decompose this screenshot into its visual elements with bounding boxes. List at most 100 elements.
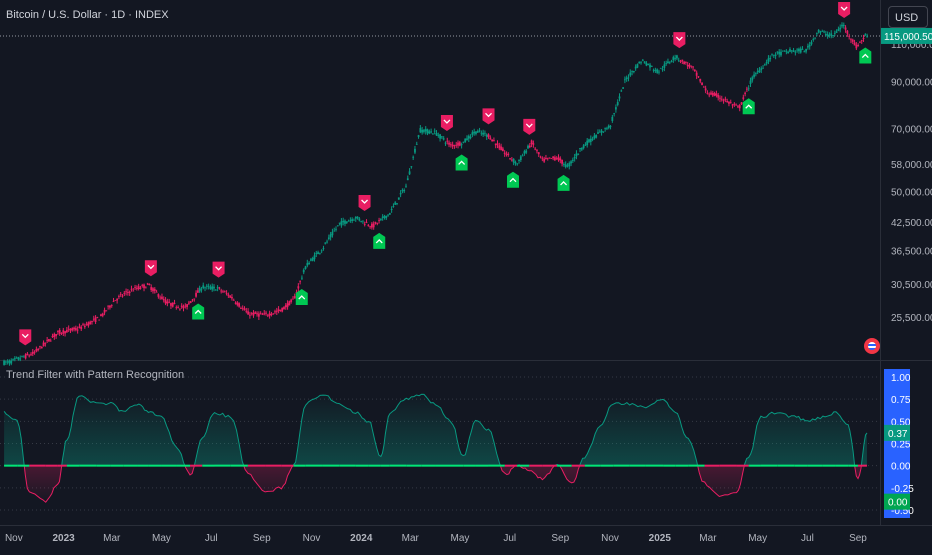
candle-body — [367, 225, 370, 227]
buy-signal-marker[interactable] — [859, 47, 872, 64]
candle-body — [408, 171, 411, 175]
indicator-axis[interactable]: 1.00 0.75 0.50 0.25 0.00 -0.25 -0.50 0.37 0.00 — [884, 369, 914, 518]
candle-body — [776, 51, 779, 53]
candle-body — [116, 298, 119, 301]
price-axis[interactable]: 110,000.00 90,000.00 70,000.00 58,000.00 50,… — [881, 27, 932, 324]
candle-body — [331, 231, 334, 236]
candle-body — [132, 290, 135, 292]
candle-body — [135, 288, 138, 290]
buy-signal-marker[interactable] — [557, 174, 570, 191]
candle-body — [471, 132, 474, 135]
threshold-value-badge: 0.00 — [884, 493, 910, 510]
symbol-title[interactable]: Bitcoin / U.S. Dollar · 1D · INDEX — [6, 9, 169, 21]
sell-signal-marker[interactable] — [144, 260, 157, 277]
candle-body — [536, 150, 538, 152]
candle-body — [799, 48, 802, 53]
candle-body — [729, 102, 732, 104]
candle-body — [22, 356, 25, 358]
sell-signal-marker[interactable] — [482, 108, 495, 125]
candle-body — [550, 158, 553, 160]
candle-body — [123, 293, 126, 294]
candle-body — [523, 151, 526, 154]
buy-signal-marker[interactable] — [192, 303, 205, 320]
candle-body — [597, 132, 599, 134]
candle-body — [789, 49, 791, 52]
candle-body — [659, 67, 662, 69]
chevron-down-icon — [675, 36, 683, 42]
candle-body — [170, 303, 172, 306]
candle-body — [412, 156, 415, 158]
candle-body — [623, 79, 626, 81]
candle-body — [485, 134, 488, 137]
buy-signal-marker[interactable] — [506, 171, 519, 188]
candle-body — [821, 31, 824, 32]
candle-body — [798, 48, 800, 52]
candle-body — [439, 134, 441, 139]
buy-marker-shape — [742, 98, 755, 115]
candle-body — [388, 213, 391, 215]
sell-signal-marker[interactable] — [673, 32, 686, 49]
candle-body — [256, 313, 258, 315]
time-axis[interactable]: Nov 2023 Mar May Jul Sep Nov 2024 Mar May Jul Sep No… — [5, 533, 867, 544]
time-axis-label: May — [748, 533, 767, 544]
candle-body — [792, 50, 795, 52]
candle-body — [118, 296, 120, 297]
candle-body — [189, 301, 192, 303]
candle-body — [817, 30, 820, 33]
chevron-down-icon — [361, 199, 369, 204]
price-pane[interactable] — [0, 2, 880, 366]
candle-body — [668, 62, 671, 64]
candle-body — [830, 33, 833, 36]
candle-body — [758, 70, 761, 73]
candle-body — [89, 321, 92, 325]
candle-body — [322, 248, 325, 250]
candle-body — [430, 131, 433, 133]
candle-body — [670, 60, 673, 62]
threshold-value-bg — [884, 493, 910, 510]
candle-body — [462, 141, 465, 143]
buy-marker-shape — [192, 303, 205, 320]
candle-body — [421, 129, 424, 133]
candle-body — [19, 358, 22, 360]
sell-signal-marker[interactable] — [19, 329, 32, 346]
candle-body — [247, 311, 249, 315]
candle-body — [62, 330, 65, 334]
candle-body — [290, 299, 293, 302]
indicator-title[interactable]: Trend Filter with Pattern Recognition — [6, 369, 185, 381]
candle-body — [168, 301, 171, 303]
buy-signal-marker[interactable] — [295, 289, 308, 306]
candle-body — [186, 304, 188, 308]
candle-body — [69, 328, 72, 331]
candle-body — [832, 35, 834, 36]
candle-body — [710, 92, 712, 95]
indicator-value-badge: 0.37 — [884, 424, 910, 441]
candle-body — [204, 287, 206, 289]
indicator-axis-label: 0.25 — [891, 440, 911, 451]
currency-button[interactable]: USD — [888, 6, 928, 28]
candle-body — [184, 305, 187, 307]
candle-body — [216, 287, 219, 289]
buy-signal-marker[interactable] — [742, 98, 755, 115]
buy-signal-marker[interactable] — [455, 154, 468, 171]
candle-body — [121, 295, 124, 297]
sell-signal-marker[interactable] — [523, 118, 536, 135]
candle-body — [297, 286, 300, 289]
indicator-pane[interactable] — [0, 376, 880, 511]
candle-body — [496, 143, 499, 145]
candle-body — [60, 332, 63, 334]
candle-body — [272, 313, 275, 315]
buy-signal-marker[interactable] — [373, 232, 386, 249]
candle-body — [353, 219, 355, 221]
candle-body — [103, 309, 106, 313]
sell-signal-marker[interactable] — [440, 114, 453, 131]
candle-body — [87, 322, 90, 326]
flag-icon[interactable] — [864, 338, 880, 354]
chevron-down-icon — [147, 264, 155, 270]
indicator-line-bear — [23, 465, 862, 503]
candle-body — [311, 258, 314, 261]
sell-signal-marker[interactable] — [212, 261, 225, 278]
sell-signal-marker[interactable] — [838, 2, 851, 18]
sell-signal-marker[interactable] — [358, 194, 371, 211]
candle-body — [112, 301, 115, 303]
